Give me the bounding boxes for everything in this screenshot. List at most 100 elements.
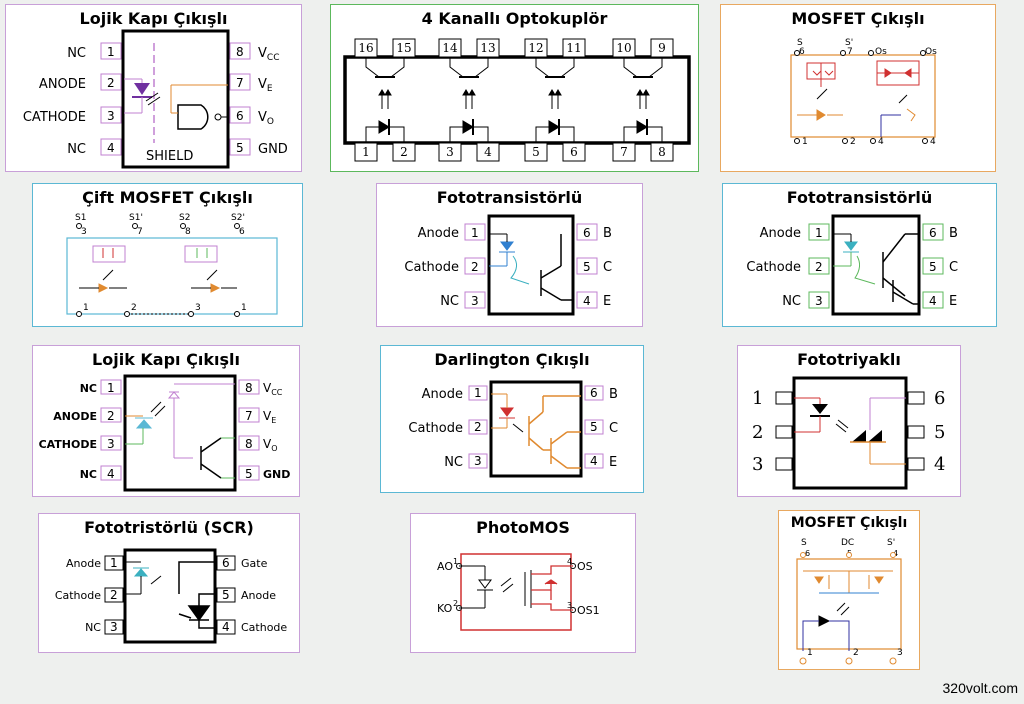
- svg-text:Anode: Anode: [418, 226, 459, 241]
- svg-text:4: 4: [934, 454, 945, 475]
- svg-text:Cathode: Cathode: [408, 421, 463, 436]
- svg-text:5: 5: [590, 420, 598, 434]
- svg-text:6: 6: [934, 388, 945, 409]
- pin-number: 1: [107, 45, 115, 59]
- svg-text:2: 2: [853, 648, 859, 658]
- pin-number: 7: [236, 76, 244, 90]
- svg-text:4: 4: [878, 137, 884, 147]
- pin-number: 2: [107, 76, 115, 90]
- pin-number-bottom: 2: [400, 145, 408, 159]
- pin-number-top: 11: [566, 41, 581, 55]
- svg-text:2: 2: [107, 409, 115, 423]
- svg-text:KO: KO: [437, 602, 453, 615]
- dual-mosfet-diagram: S1 3 S1' 7 S2 8 S2' 6 1 2 3 1: [66, 213, 278, 317]
- svg-text:3: 3: [752, 454, 763, 475]
- svg-text:Gate: Gate: [241, 557, 268, 570]
- svg-text:S: S: [797, 38, 803, 48]
- svg-text:1: 1: [752, 388, 763, 409]
- panel-photo-scr: Fototristörlü (SCR) Anode Cathode NC 1 2…: [38, 513, 300, 653]
- svg-text:Os: Os: [875, 47, 887, 57]
- svg-text:Anode: Anode: [66, 557, 101, 570]
- panel-title: Fototransistörlü: [436, 188, 583, 207]
- svg-text:Anode: Anode: [760, 226, 801, 241]
- svg-text:3: 3: [110, 620, 118, 634]
- svg-text:6: 6: [583, 226, 591, 240]
- svg-text:DC: DC: [841, 538, 854, 548]
- pin-number: 4: [107, 141, 115, 155]
- svg-text:S': S': [887, 538, 895, 548]
- pin-number-top: 10: [616, 41, 631, 55]
- panel-dual-mosfet: Çift MOSFET Çıkışlı S1 3 S1' 7 S2 8 S2' …: [32, 183, 303, 327]
- svg-text:1: 1: [453, 557, 458, 566]
- pin-number-top: 12: [528, 41, 543, 55]
- pin-number-bottom: 1: [362, 145, 370, 159]
- panel-darlington: Darlington Çıkışlı Anode Cathode NC 1 2 …: [380, 345, 644, 493]
- svg-text:ANODE: ANODE: [53, 410, 97, 423]
- svg-text:VCC: VCC: [258, 46, 279, 63]
- svg-text:Anode: Anode: [241, 589, 276, 602]
- mosfet-2-diagram: S 6 DC 5 S' 4 1 2 3: [796, 538, 903, 665]
- logic-gate-2-diagram: NC ANODE CATHODE NC 1 2 3 4 8 7 8 5 VCC …: [39, 374, 290, 492]
- svg-text:2: 2: [815, 260, 823, 274]
- panel-title: PhotoMOS: [476, 518, 570, 537]
- svg-text:VE: VE: [258, 77, 273, 94]
- phototransistor-1-diagram: Anode Cathode NC 1 2 3 6 5 4 B C E: [404, 214, 612, 316]
- svg-text:3: 3: [897, 648, 903, 658]
- pin-number-top: 15: [396, 41, 411, 55]
- pin-number-bottom: 5: [532, 145, 540, 159]
- panel-title: Darlington Çıkışlı: [434, 350, 590, 369]
- svg-text:3: 3: [567, 601, 572, 610]
- svg-text:1: 1: [110, 556, 118, 570]
- svg-text:7: 7: [137, 227, 143, 237]
- svg-text:S1: S1: [75, 213, 86, 223]
- svg-text:6: 6: [222, 556, 230, 570]
- svg-text:Cathode: Cathode: [746, 260, 801, 275]
- shield-label: SHIELD: [146, 149, 193, 164]
- svg-text:6: 6: [805, 549, 810, 558]
- panel-title: Fototristörlü (SCR): [84, 518, 254, 537]
- svg-text:1: 1: [471, 226, 479, 240]
- svg-text:OS: OS: [577, 560, 593, 573]
- svg-text:B: B: [603, 226, 612, 241]
- pin-number-bottom: 4: [484, 145, 492, 159]
- svg-text:6: 6: [799, 47, 805, 57]
- pin-number-top: 9: [658, 41, 666, 55]
- svg-text:5: 5: [245, 467, 253, 481]
- pin-number-top: 16: [358, 41, 373, 55]
- pin-number: 3: [107, 109, 115, 123]
- svg-text:Anode: Anode: [422, 387, 463, 402]
- svg-text:S': S': [845, 38, 853, 48]
- svg-text:C: C: [609, 421, 618, 436]
- svg-text:CATHODE: CATHODE: [39, 438, 97, 451]
- svg-text:S2': S2': [231, 213, 245, 223]
- svg-text:5: 5: [583, 260, 591, 274]
- svg-text:Cathode: Cathode: [404, 260, 459, 275]
- panel-title: MOSFET Çıkışlı: [791, 9, 925, 28]
- phototransistor-2-diagram: Anode Cathode NC 1 2 3 6 5 4 B C E: [746, 214, 958, 316]
- svg-text:1: 1: [83, 303, 89, 313]
- svg-text:2: 2: [474, 420, 482, 434]
- svg-text:NC: NC: [80, 468, 97, 481]
- panel-title: MOSFET Çıkışlı: [790, 515, 908, 531]
- svg-text:6: 6: [929, 226, 937, 240]
- svg-text:NC: NC: [440, 294, 459, 309]
- svg-text:3: 3: [471, 294, 479, 308]
- pin-number-bottom: 6: [570, 145, 578, 159]
- pin-number-bottom: 7: [620, 145, 628, 159]
- svg-text:8: 8: [245, 381, 253, 395]
- svg-text:E: E: [603, 294, 611, 309]
- svg-text:4: 4: [222, 620, 230, 634]
- panel-photomos: PhotoMOS AO 1 KO 2 4 OS 3 OS1: [410, 513, 636, 653]
- svg-text:2: 2: [110, 588, 118, 602]
- svg-text:1: 1: [241, 303, 247, 313]
- svg-text:E: E: [949, 294, 957, 309]
- svg-text:S: S: [801, 538, 807, 548]
- svg-text:3: 3: [81, 227, 87, 237]
- svg-text:VO: VO: [258, 110, 274, 127]
- svg-text:5: 5: [222, 588, 230, 602]
- panel-logic-gate-2: Lojik Kapı Çıkışlı NC ANODE CATHODE NC 1…: [32, 345, 300, 497]
- svg-text:OS1: OS1: [577, 604, 600, 617]
- panel-phototransistor-1: Fototransistörlü Anode Cathode NC 1 2 3 …: [376, 183, 643, 327]
- panel-mosfet-output-1: MOSFET Çıkışlı S 6 S' 7 Os Os 1 2 4 4: [720, 4, 996, 172]
